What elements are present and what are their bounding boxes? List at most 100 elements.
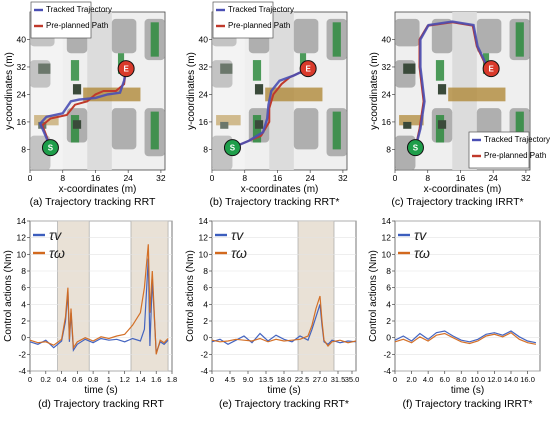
end-label: E (305, 65, 311, 74)
x-tick-label: 8 (242, 173, 247, 183)
y-tick-label: 16 (382, 117, 392, 127)
y-tick-label: 2 (203, 316, 208, 326)
x-tick-label: 4.5 (225, 375, 235, 384)
x-tick-label: 4.0 (423, 375, 433, 384)
x-tick-label: 1.4 (135, 375, 145, 384)
x-tick-label: 0.4 (56, 375, 66, 384)
start-label: S (230, 144, 236, 153)
x-tick-label: 0 (393, 375, 397, 384)
legend-label: τω (231, 245, 247, 261)
x-tick-label: 1.6 (151, 375, 161, 384)
y-tick-label: 40 (17, 34, 27, 44)
end-label: E (488, 65, 494, 74)
legend-label-tracked: Tracked Trajectory (484, 135, 550, 144)
y-tick-label: 6 (386, 283, 391, 293)
x-axis-label: time (s) (84, 385, 117, 396)
x-tick-label: 32 (156, 173, 166, 183)
y-tick-label: 16 (17, 117, 27, 127)
x-tick-label: 14.0 (504, 375, 519, 384)
map-marker-block (72, 84, 82, 95)
map-obstacle (111, 108, 137, 150)
map-marker-block (254, 84, 264, 95)
tracked-trajectory (232, 67, 309, 149)
map-legend-box (468, 131, 530, 169)
map-tree-row (150, 22, 159, 57)
map-marker-block (72, 120, 82, 129)
y-tick-label: 10 (382, 249, 392, 259)
y-tick-label: 16 (199, 117, 209, 127)
map-legend-box (30, 1, 92, 39)
map-tree-row (435, 60, 445, 81)
panel-caption: (a) Trajectory tracking RRT (30, 196, 156, 208)
map-road-block (448, 87, 506, 102)
map-panel-2: S E 0 8 16 24 32 8 16 24 32 40 x-coordinates (m) y-co… (186, 1, 348, 208)
map-road-block (34, 115, 59, 126)
x-tick-label: 22.5 (295, 375, 310, 384)
y-tick-label: -2 (200, 349, 208, 359)
map-marker-block (403, 63, 416, 74)
map-obstacle (395, 18, 420, 47)
y-tick-label: 2 (386, 316, 391, 326)
series-line-tau-v (211, 304, 357, 346)
y-tick-label: 14 (382, 216, 392, 226)
x-tick-label: 16 (91, 173, 101, 183)
map-tree-row (150, 111, 159, 150)
y-tick-label: 8 (21, 144, 26, 154)
x-tick-label: 10.0 (471, 375, 486, 384)
y-axis-label: Control actions (Nm) (185, 250, 196, 342)
y-tick-label: 12 (17, 233, 27, 243)
y-tick-label: 14 (199, 216, 209, 226)
end-marker (299, 60, 317, 78)
x-tick-label: 2.0 (406, 375, 416, 384)
start-marker (406, 139, 424, 157)
map-road-block (265, 87, 323, 102)
control-chart-3: -4 -2 0 2 4 6 8 10 12 14 0 2.0 4.0 6.0 8.0 10.0 12.0 14.0… (368, 216, 541, 410)
y-tick-label: 24 (199, 89, 209, 99)
map-marker-block (220, 63, 233, 74)
x-tick-label: 31.5 (331, 375, 346, 384)
x-tick-label: 16 (456, 173, 466, 183)
y-axis-label: Control actions (Nm) (368, 250, 379, 342)
map-marker-block (220, 121, 229, 129)
tracked-trajectory (38, 68, 128, 149)
y-tick-label: 0 (203, 333, 208, 343)
x-tick-label: 13.5 (259, 375, 274, 384)
map-marker-block (437, 120, 447, 129)
y-tick-label: -4 (18, 366, 26, 376)
map-obstacle (431, 18, 453, 54)
start-label: S (413, 144, 419, 153)
legend-label: τv (414, 227, 427, 243)
x-axis-label: x-coordinates (m) (241, 184, 319, 195)
x-tick-label: 0.6 (72, 375, 82, 384)
x-tick-label: 1.2 (119, 375, 129, 384)
map-legend-box (212, 1, 274, 39)
x-axis-label: time (s) (267, 385, 300, 396)
y-tick-label: 40 (199, 34, 209, 44)
y-tick-label: -2 (18, 349, 26, 359)
map-marker-block (38, 63, 51, 74)
y-axis-label: y-coordinates (m) (186, 52, 197, 130)
y-tick-label: 8 (386, 266, 391, 276)
x-tick-label: 24 (305, 173, 315, 183)
plot-area (394, 220, 541, 372)
x-tick-label: 9.0 (243, 375, 253, 384)
y-tick-label: 10 (17, 249, 27, 259)
x-tick-label: 32 (338, 173, 348, 183)
map-road-block (399, 115, 424, 126)
x-axis-label: time (s) (451, 385, 484, 396)
x-tick-label: 18.0 (277, 375, 292, 384)
control-chart-1: -4 -2 0 2 4 6 8 10 12 14 0 0.2 0.4 0.6 0.8 1 1.2 1.4 1.6 1.… (3, 216, 177, 410)
x-tick-label: 8.0 (456, 375, 466, 384)
map-obstacle (476, 18, 502, 54)
x-tick-label: 35.0 (345, 375, 360, 384)
x-tick-label: 0 (210, 375, 214, 384)
start-marker (41, 139, 59, 157)
y-tick-label: 8 (203, 266, 208, 276)
end-marker (482, 60, 500, 78)
x-tick-label: 0.8 (88, 375, 98, 384)
x-tick-label: 0 (28, 375, 32, 384)
map-panel-1: S E 0 8 16 24 32 8 16 24 32 40 x-coordinates (m) y-co… (4, 1, 166, 208)
start-marker (223, 139, 241, 157)
control-chart-2: -4 -2 0 2 4 6 8 10 12 14 0 4.5 9.0 13.5 18.0 22.5 27.0 31… (185, 216, 359, 410)
x-axis-label: x-coordinates (m) (59, 184, 137, 195)
